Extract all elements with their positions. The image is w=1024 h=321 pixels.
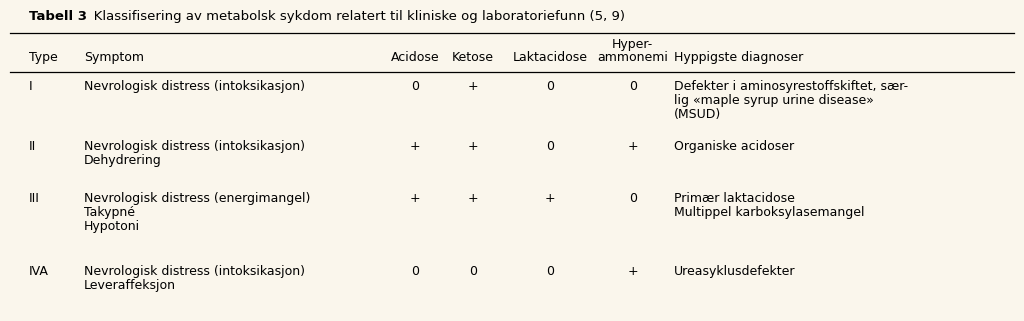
Text: Symptom: Symptom	[84, 51, 144, 64]
Text: Defekter i aminosyrestoffskiftet, sær-: Defekter i aminosyrestoffskiftet, sær-	[674, 80, 908, 93]
Text: 0: 0	[546, 80, 554, 93]
Text: Nevrologisk distress (energimangel): Nevrologisk distress (energimangel)	[84, 192, 310, 205]
Text: 0: 0	[629, 80, 637, 93]
Text: 0: 0	[629, 192, 637, 205]
Text: +: +	[628, 140, 638, 153]
Text: 0: 0	[546, 140, 554, 153]
Text: 0: 0	[411, 265, 419, 278]
Text: Primær laktacidose: Primær laktacidose	[674, 192, 795, 205]
Text: +: +	[628, 265, 638, 278]
Text: Nevrologisk distress (intoksikasjon): Nevrologisk distress (intoksikasjon)	[84, 80, 305, 93]
Text: 0: 0	[469, 265, 477, 278]
Text: Multippel karboksylasemangel: Multippel karboksylasemangel	[674, 206, 864, 219]
Text: Nevrologisk distress (intoksikasjon): Nevrologisk distress (intoksikasjon)	[84, 140, 305, 153]
Text: Type: Type	[29, 51, 57, 64]
Text: Nevrologisk distress (intoksikasjon): Nevrologisk distress (intoksikasjon)	[84, 265, 305, 278]
Text: Hyper-: Hyper-	[612, 38, 653, 51]
Text: Hypotoni: Hypotoni	[84, 220, 140, 233]
Text: Laktacidose: Laktacidose	[512, 51, 588, 64]
Text: ammonemi: ammonemi	[597, 51, 669, 64]
Text: +: +	[545, 192, 555, 205]
Text: I: I	[29, 80, 33, 93]
Text: II: II	[29, 140, 36, 153]
Text: +: +	[468, 192, 478, 205]
Text: +: +	[410, 140, 420, 153]
Text: +: +	[468, 80, 478, 93]
Text: Klassifisering av metabolsk sykdom relatert til kliniske og laboratoriefunn (5, : Klassifisering av metabolsk sykdom relat…	[81, 10, 625, 23]
Text: (MSUD): (MSUD)	[674, 108, 721, 121]
Text: +: +	[468, 140, 478, 153]
Text: Tabell 3: Tabell 3	[29, 10, 87, 23]
Text: +: +	[410, 192, 420, 205]
Text: Ketose: Ketose	[452, 51, 495, 64]
Text: Dehydrering: Dehydrering	[84, 154, 162, 167]
Text: 0: 0	[546, 265, 554, 278]
Text: IVA: IVA	[29, 265, 48, 278]
Text: Leveraffeksjon: Leveraffeksjon	[84, 279, 176, 292]
Text: 0: 0	[411, 80, 419, 93]
Text: Hyppigste diagnoser: Hyppigste diagnoser	[674, 51, 803, 64]
Text: Ureasyklusdefekter: Ureasyklusdefekter	[674, 265, 796, 278]
Text: Organiske acidoser: Organiske acidoser	[674, 140, 794, 153]
Text: Takypné: Takypné	[84, 206, 135, 219]
Text: III: III	[29, 192, 40, 205]
Text: Acidose: Acidose	[390, 51, 439, 64]
Text: lig «maple syrup urine disease»: lig «maple syrup urine disease»	[674, 94, 873, 107]
